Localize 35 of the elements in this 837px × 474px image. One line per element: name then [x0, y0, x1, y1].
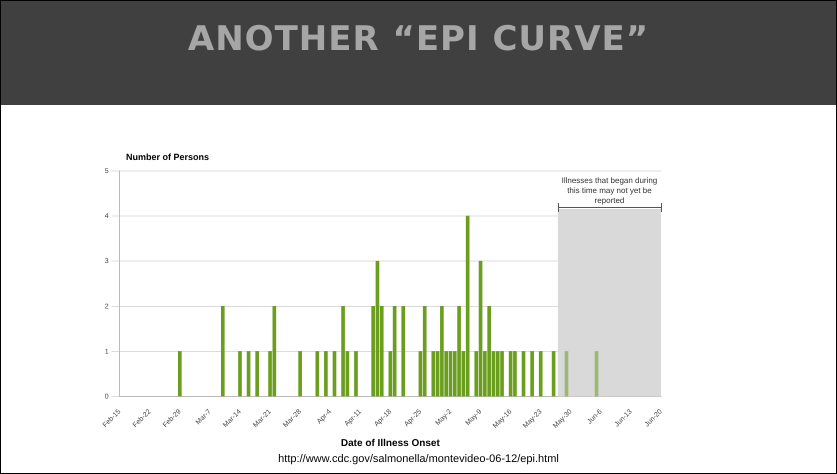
x-axis-title: Date of Illness Onset [340, 438, 440, 449]
bar [341, 306, 345, 396]
bar [354, 351, 358, 396]
bar [255, 351, 259, 396]
bar [332, 351, 336, 396]
bar [522, 351, 526, 396]
chart-title: ANOTHER “EPI CURVE” [186, 19, 650, 59]
bar [220, 306, 225, 396]
bar [552, 351, 556, 396]
bar [376, 260, 380, 396]
bar [500, 351, 504, 396]
bar [422, 306, 427, 396]
bar [392, 306, 396, 396]
y-axis-title: Number of Persons [126, 152, 210, 162]
bar [478, 260, 482, 396]
bar [315, 351, 320, 396]
bar [594, 351, 598, 396]
bar [448, 351, 452, 396]
bar [530, 351, 534, 396]
bar [401, 306, 406, 396]
bar [238, 351, 242, 396]
bar [440, 306, 444, 396]
bar [513, 351, 517, 396]
bar [178, 351, 182, 396]
bar [324, 351, 328, 396]
bar [246, 351, 250, 396]
band-label: Illnesses that began during this time may not yet be reported [562, 176, 658, 205]
bar [564, 351, 568, 396]
bar [496, 351, 500, 396]
bar [538, 351, 543, 396]
bar [466, 216, 470, 396]
bar [457, 306, 461, 396]
bar [431, 351, 436, 396]
text: http://www.cdc.gov/salmonella/montevideo-06-12/epi.html [277, 453, 560, 465]
bar [298, 351, 302, 396]
